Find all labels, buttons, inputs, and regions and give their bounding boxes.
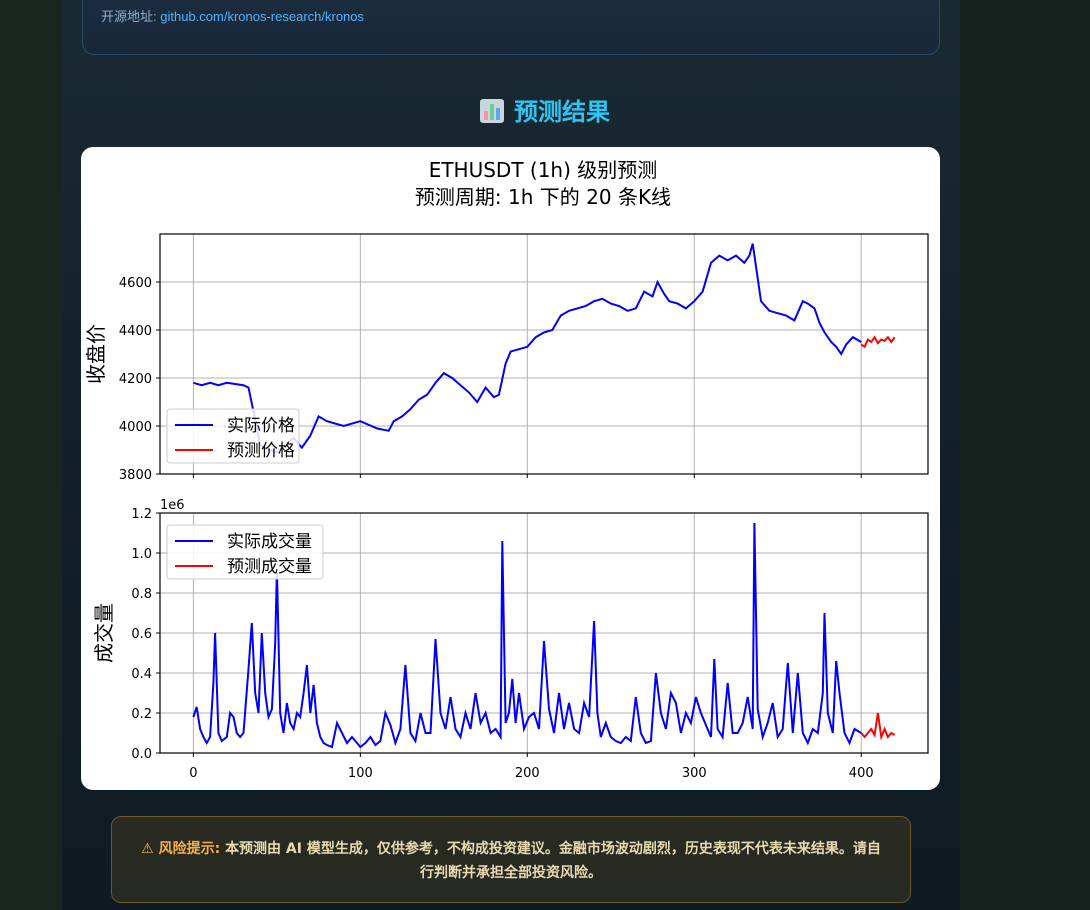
left-background	[0, 0, 62, 910]
price-series-forecast	[860, 335, 896, 349]
volume-legend-label: 预测成交量	[227, 557, 312, 577]
volume-ytick-label: 0.0	[131, 747, 152, 762]
chart-title: ETHUSDT (1h) 级别预测	[429, 158, 658, 182]
volume-ytick-label: 0.6	[131, 627, 152, 642]
price-ytick-label: 4200	[119, 372, 152, 387]
volume-xtick-label: 0	[189, 766, 197, 781]
volume-ytick-label: 1.2	[131, 507, 152, 522]
chart-subtitle: 预测周期: 1h 下的 20 条K线	[415, 185, 671, 209]
volume-ylabel: 成交量	[92, 603, 116, 663]
model-info-card	[82, 0, 940, 55]
volume-xtick-label: 200	[515, 766, 540, 781]
warning-icon: ⚠	[141, 841, 154, 857]
price-axes-frame	[159, 233, 929, 475]
price-ytick-label: 4000	[119, 420, 152, 435]
volume-xtick-label: 100	[348, 766, 373, 781]
volume-ytick-label: 0.4	[131, 667, 152, 682]
price-ytick-label: 3800	[119, 468, 152, 483]
volume-scale-label: 1e6	[160, 498, 185, 513]
price-series-actual	[193, 243, 862, 454]
price-ylabel: 收盘价	[84, 324, 108, 384]
warning-label: 风险提示:	[158, 841, 221, 857]
volume-legend-label: 实际成交量	[227, 532, 312, 552]
section-title: 预测结果	[0, 92, 1090, 127]
volume-series-actual	[192, 522, 862, 749]
warning-text: 本预测由 AI 模型生成，仅供参考，不构成投资建议。金融市场波动剧烈，历史表现不…	[225, 841, 881, 881]
price-ytick-label: 4400	[119, 324, 152, 339]
bar-chart-icon	[480, 99, 504, 123]
volume-axes-frame	[159, 512, 929, 754]
price-legend-label: 实际价格	[227, 416, 295, 436]
right-background	[960, 0, 1090, 910]
price-ytick-label: 4600	[119, 276, 152, 291]
risk-warning: ⚠ 风险提示: 本预测由 AI 模型生成，仅供参考，不构成投资建议。金融市场波动…	[111, 816, 911, 903]
source-label: 开源地址:	[101, 9, 157, 24]
chart-card: ETHUSDT (1h) 级别预测 预测周期: 1h 下的 20 条K线 3800 4…	[81, 147, 940, 790]
source-line: 开源地址: github.com/kronos-research/kronos	[101, 6, 364, 25]
volume-xtick-label: 400	[849, 766, 874, 781]
volume-ytick-label: 0.8	[131, 587, 152, 602]
volume-series-forecast	[860, 712, 896, 741]
volume-ytick-label: 0.2	[131, 707, 152, 722]
section-title-text: 预测结果	[514, 98, 610, 126]
volume-ytick-label: 1.0	[131, 547, 152, 562]
source-link[interactable]: github.com/kronos-research/kronos	[160, 9, 365, 24]
price-legend-label: 预测价格	[227, 441, 295, 461]
volume-xtick-label: 300	[682, 766, 707, 781]
